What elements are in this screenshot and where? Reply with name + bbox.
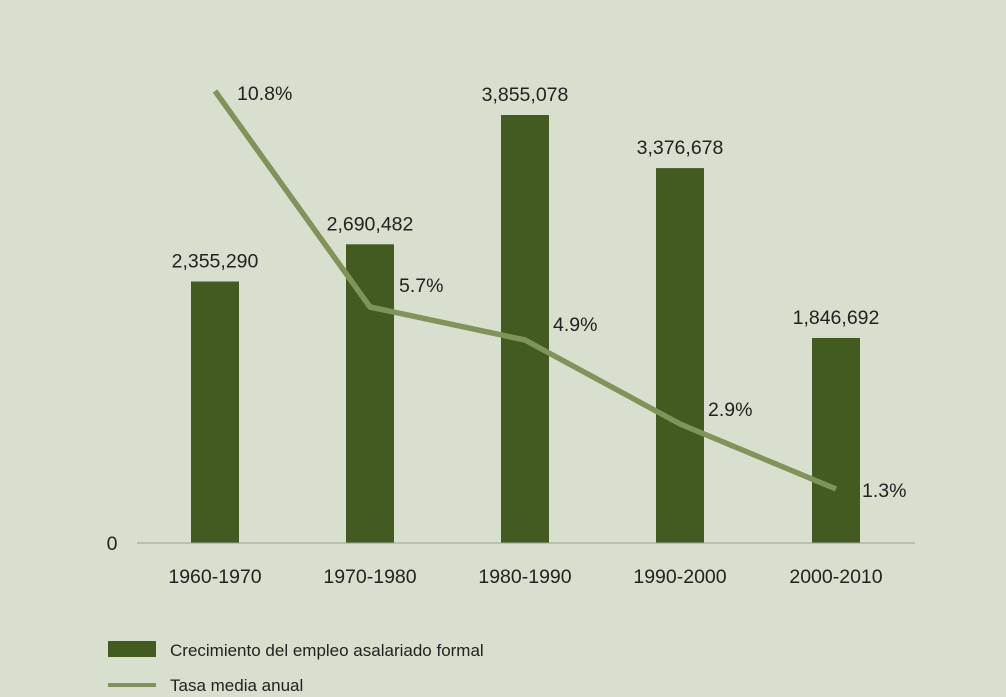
line-value-label: 10.8% <box>237 83 292 105</box>
legend-line-label: Tasa media anual <box>170 676 303 695</box>
y-tick-label-0: 0 <box>107 533 118 555</box>
bar-value-labels: 2,355,290 2,690,482 3,855,078 3,376,678 1,84… <box>172 84 880 329</box>
bar-value-label: 3,855,078 <box>482 84 569 106</box>
bar-1960-1970 <box>191 281 239 543</box>
bar-value-label: 2,690,482 <box>327 213 414 235</box>
legend-line-swatch <box>108 683 156 687</box>
rate-line <box>212 89 838 492</box>
x-tick-label: 2000-2010 <box>789 566 882 588</box>
bar-1980-1990 <box>501 115 549 543</box>
bar-1990-2000 <box>656 168 704 544</box>
legend-bar-swatch <box>108 641 156 657</box>
legend-bar-label: Crecimiento del empleo asalariado formal <box>170 641 484 660</box>
x-tick-label: 1980-1990 <box>478 566 571 588</box>
x-tick-labels: 1960-1970 1970-1980 1980-1990 1990-2000 2000… <box>168 566 882 588</box>
legend: Crecimiento del empleo asalariado formal… <box>108 641 484 695</box>
x-tick-label: 1960-1970 <box>168 566 261 588</box>
line-value-label: 4.9% <box>553 314 597 336</box>
bar-value-label: 1,846,692 <box>793 307 880 329</box>
bar-series <box>191 115 860 544</box>
bar-value-label: 2,355,290 <box>172 251 259 273</box>
bar-value-label: 3,376,678 <box>637 137 724 159</box>
line-value-labels: 10.8% 5.7% 4.9% 2.9% 1.3% <box>237 83 906 502</box>
x-tick-label: 1990-2000 <box>633 566 726 588</box>
line-value-label: 5.7% <box>399 275 443 297</box>
bar-2000-2010 <box>812 337 860 543</box>
x-tick-label: 1970-1980 <box>323 566 416 588</box>
line-value-label: 2.9% <box>708 399 752 421</box>
bar-1970-1980 <box>346 244 394 543</box>
line-value-label: 1.3% <box>862 480 906 502</box>
